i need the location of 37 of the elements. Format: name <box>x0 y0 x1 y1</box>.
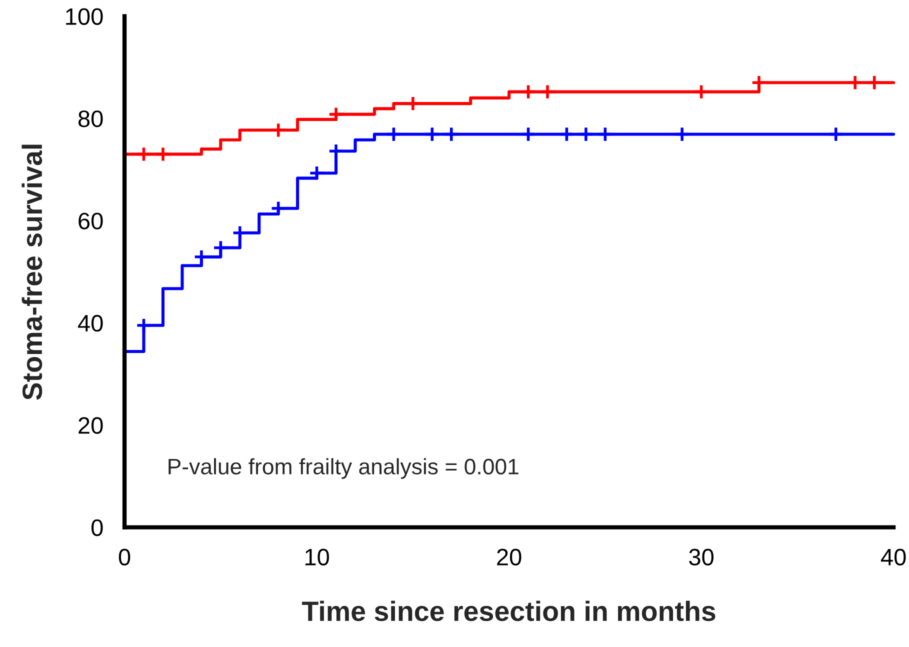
x-tick-label: 40 <box>880 548 906 566</box>
point <box>540 84 556 100</box>
point <box>136 146 152 162</box>
point <box>328 106 344 122</box>
point <box>847 74 864 91</box>
point <box>597 126 614 142</box>
point <box>270 200 286 216</box>
y-tick-label: 80 <box>78 110 103 128</box>
point <box>828 126 844 142</box>
point <box>386 126 402 142</box>
y-tick-label: 20 <box>78 417 103 434</box>
point <box>693 84 710 100</box>
y-tick-label: 60 <box>78 212 103 230</box>
point <box>308 165 325 182</box>
point <box>866 74 882 91</box>
y-axis-title: Stoma-free survival <box>22 144 42 400</box>
point <box>136 317 152 334</box>
y-tick-label: 40 <box>78 314 103 332</box>
x-tick-label: 20 <box>497 548 522 566</box>
y-tick-label: 100 <box>66 8 103 25</box>
point <box>212 240 229 256</box>
y-tick-label: 0 <box>91 519 103 536</box>
point <box>520 126 536 142</box>
point <box>155 146 171 162</box>
point <box>424 126 440 142</box>
point <box>270 122 286 138</box>
annotation: P-value from frailty analysis = 0.001 <box>168 458 518 479</box>
x-tick-label: 30 <box>689 548 714 566</box>
point <box>443 126 460 142</box>
point <box>558 126 575 142</box>
point <box>520 84 536 100</box>
point <box>578 126 594 142</box>
point <box>232 224 248 241</box>
x-axis-title: Time since resection in months <box>302 600 716 622</box>
x-tick-label: 10 <box>305 548 329 566</box>
x-tick-label: 0 <box>118 548 130 566</box>
point <box>674 126 690 142</box>
